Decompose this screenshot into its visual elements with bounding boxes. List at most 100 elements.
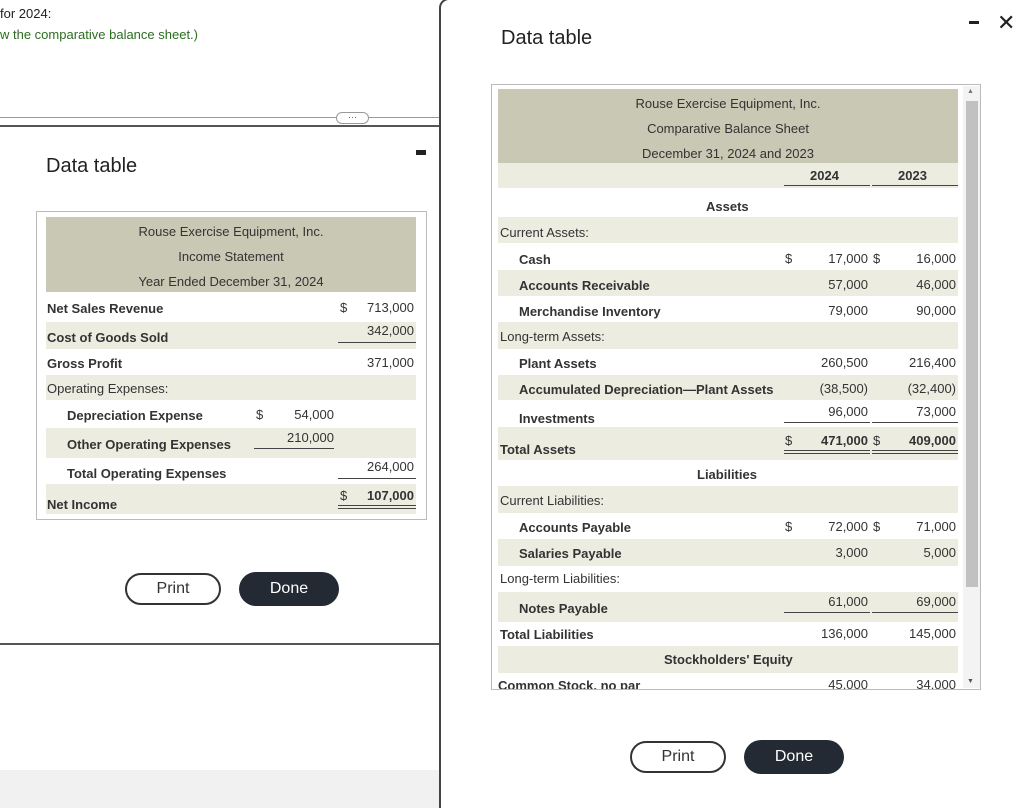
background-instruction-line2: w the comparative balance sheet.) bbox=[0, 27, 198, 42]
right-dialog-title: Data table bbox=[501, 27, 593, 49]
done-button[interactable]: Done bbox=[239, 572, 339, 606]
row-band bbox=[46, 484, 416, 514]
print-button[interactable]: Print bbox=[125, 573, 221, 605]
dollar-sign: $ bbox=[256, 407, 264, 422]
row-label: Investments bbox=[519, 411, 595, 426]
double-underline bbox=[338, 505, 416, 509]
row-band bbox=[498, 486, 958, 513]
minimize-icon[interactable] bbox=[969, 21, 979, 24]
dollar-sign: $ bbox=[785, 433, 793, 448]
amount-2024: (38,500) bbox=[819, 381, 868, 396]
amount: 371,000 bbox=[367, 355, 414, 370]
amount-2024: 61,000 bbox=[828, 594, 868, 609]
left-dialog-title: Data table bbox=[46, 155, 138, 177]
amount-2023: 16,000 bbox=[916, 251, 956, 266]
amount-2024: 17,000 bbox=[828, 251, 868, 266]
statement-date: December 31, 2024 and 2023 bbox=[641, 146, 814, 161]
scrollbar-thumb[interactable] bbox=[966, 101, 978, 587]
close-icon[interactable]: ✕ bbox=[997, 10, 1016, 35]
amount-2023: 409,000 bbox=[909, 433, 956, 448]
row-label: Notes Payable bbox=[519, 601, 608, 616]
minimize-icon[interactable] bbox=[416, 150, 426, 155]
row-label: Accounts Receivable bbox=[519, 278, 650, 293]
section-header-equity: Stockholders' Equity bbox=[664, 652, 793, 667]
income-statement-table bbox=[36, 211, 427, 520]
double-underline bbox=[872, 450, 958, 454]
row-band bbox=[498, 646, 958, 673]
amount: 342,000 bbox=[367, 323, 414, 338]
dollar-sign: $ bbox=[340, 488, 348, 503]
amount-2023: 5,000 bbox=[923, 545, 956, 560]
dollar-sign: $ bbox=[873, 519, 881, 534]
underline bbox=[784, 185, 870, 186]
dollar-sign: $ bbox=[785, 519, 793, 534]
dollar-sign: $ bbox=[873, 251, 881, 266]
row-label: Current Assets: bbox=[500, 225, 589, 240]
row-band bbox=[498, 270, 958, 296]
section-header-liabilities: Liabilities bbox=[697, 467, 757, 482]
row-label: Net Income bbox=[47, 497, 118, 512]
amount-2024: 96,000 bbox=[828, 404, 868, 419]
statement-period: Year Ended December 31, 2024 bbox=[138, 274, 324, 289]
done-button[interactable]: Done bbox=[744, 740, 844, 774]
row-label: Plant Assets bbox=[519, 356, 597, 371]
column-header-2023: 2023 bbox=[898, 168, 927, 183]
income-statement-header: Rouse Exercise Equipment, Inc. Income St… bbox=[46, 217, 416, 292]
column-header-2024: 2024 bbox=[810, 168, 839, 183]
dollar-sign: $ bbox=[785, 251, 793, 266]
dollar-sign: $ bbox=[340, 300, 348, 315]
row-label: Common Stock, no par bbox=[498, 680, 641, 689]
amount: 107,000 bbox=[367, 488, 414, 503]
row-band bbox=[498, 375, 958, 400]
underline bbox=[784, 422, 870, 423]
drag-handle-ellipsis-icon[interactable]: ··· bbox=[336, 112, 369, 124]
row-band bbox=[498, 217, 958, 243]
amount: 210,000 bbox=[287, 430, 334, 445]
row-band bbox=[498, 427, 958, 460]
background-instruction-line1: for 2024: bbox=[0, 6, 52, 21]
row-label: Accumulated Depreciation—Plant Assets bbox=[519, 382, 774, 397]
row-label: Gross Profit bbox=[47, 356, 123, 371]
underline bbox=[872, 422, 958, 423]
row-label: Total Liabilities bbox=[500, 627, 594, 642]
amount-2023: 34,000 bbox=[916, 680, 956, 689]
amount-2024: 72,000 bbox=[828, 519, 868, 534]
row-band bbox=[46, 375, 416, 400]
amount-2024: 79,000 bbox=[828, 303, 868, 318]
amount-2023: 46,000 bbox=[916, 277, 956, 292]
row-label: Accounts Payable bbox=[519, 520, 631, 535]
underline bbox=[872, 185, 958, 186]
scroll-up-arrow-icon[interactable]: ▲ bbox=[967, 88, 974, 95]
underline bbox=[872, 612, 958, 613]
amount-2023: 71,000 bbox=[916, 519, 956, 534]
underline bbox=[338, 342, 416, 343]
amount-2024: 57,000 bbox=[828, 277, 868, 292]
amount-2024: 3,000 bbox=[835, 545, 868, 560]
amount-2023: 216,400 bbox=[909, 355, 956, 370]
amount: 264,000 bbox=[367, 459, 414, 474]
row-label: Depreciation Expense bbox=[67, 408, 203, 423]
amount-2024: 45,000 bbox=[828, 680, 868, 689]
underline bbox=[338, 478, 416, 479]
scroll-down-arrow-icon[interactable]: ▼ bbox=[967, 678, 974, 685]
section-header-assets: Assets bbox=[706, 199, 749, 214]
amount-2024: 260,500 bbox=[821, 355, 868, 370]
statement-name: Comparative Balance Sheet bbox=[647, 121, 809, 136]
row-band bbox=[46, 428, 416, 458]
row-label: Long-term Assets: bbox=[500, 329, 605, 344]
print-button[interactable]: Print bbox=[630, 741, 726, 773]
amount-2023: 90,000 bbox=[916, 303, 956, 318]
amount-2024: 471,000 bbox=[821, 433, 868, 448]
dollar-sign: $ bbox=[873, 433, 881, 448]
company-name: Rouse Exercise Equipment, Inc. bbox=[635, 96, 821, 111]
amount: 54,000 bbox=[294, 407, 334, 422]
row-band bbox=[498, 322, 958, 349]
balance-sheet-scroll-area[interactable] bbox=[491, 84, 981, 690]
row-label: Total Assets bbox=[500, 442, 576, 457]
row-label: Cash bbox=[519, 252, 551, 267]
background-footer bbox=[0, 770, 440, 808]
amount-2023: 69,000 bbox=[916, 594, 956, 609]
row-band bbox=[498, 592, 958, 622]
row-band bbox=[46, 322, 416, 349]
amount-2023: 145,000 bbox=[909, 626, 956, 641]
